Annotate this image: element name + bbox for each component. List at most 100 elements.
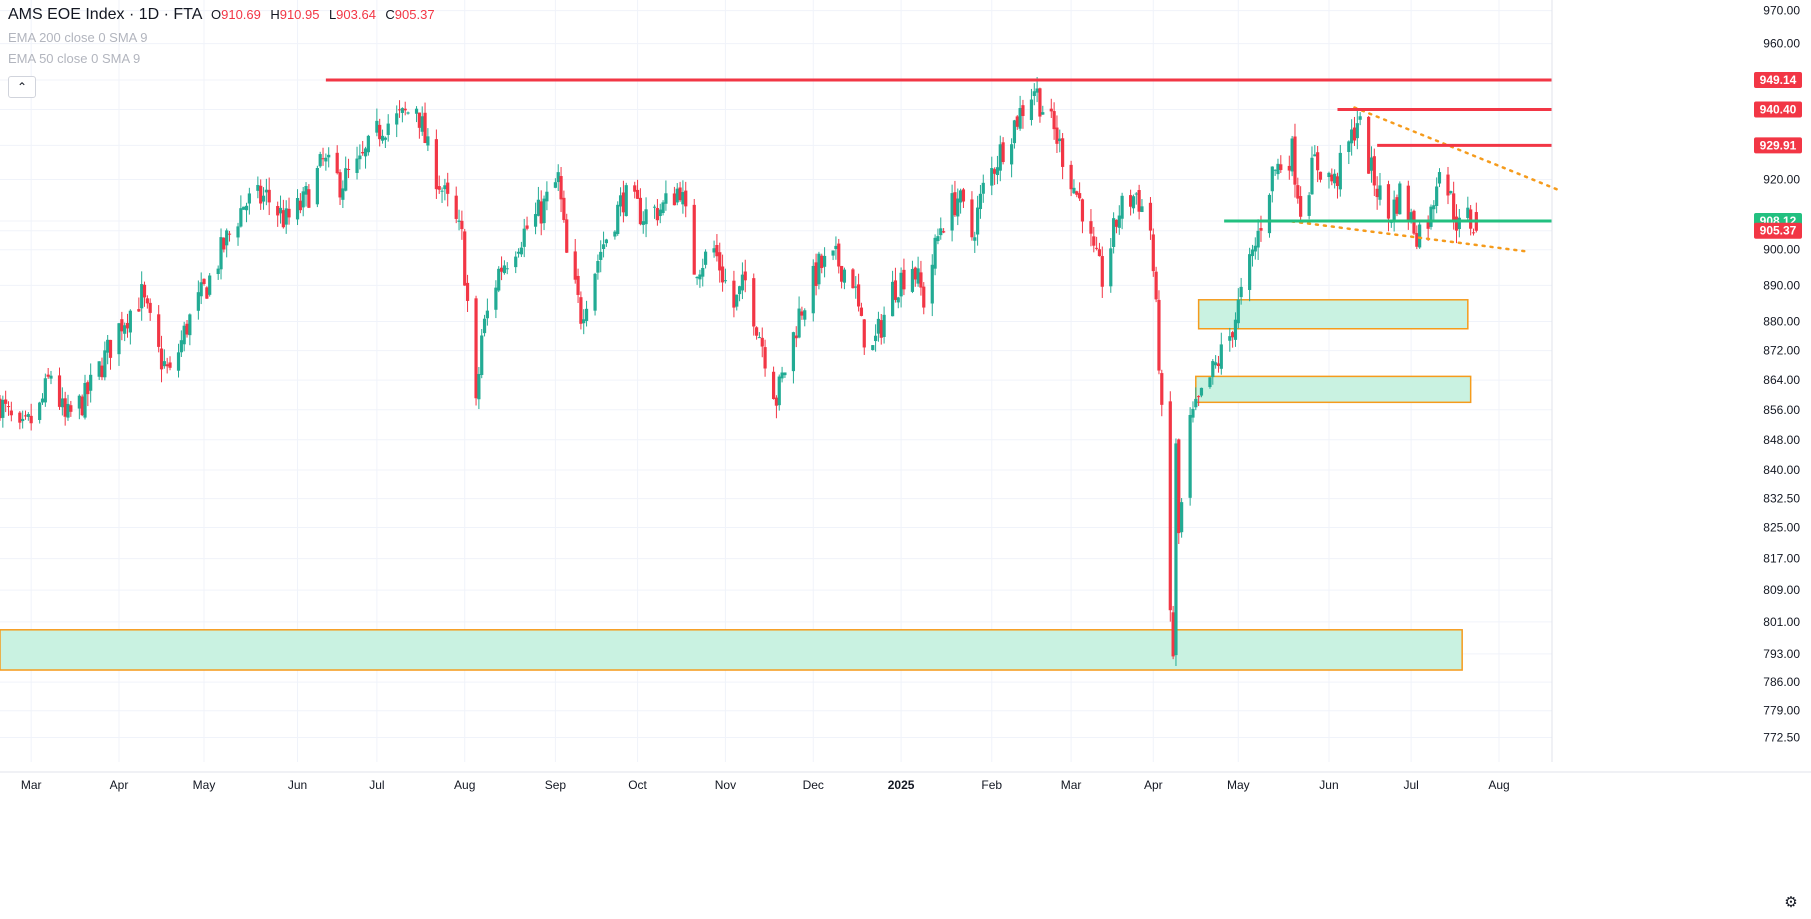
candle — [703, 249, 708, 269]
candle-body — [851, 269, 855, 289]
candle — [1208, 377, 1212, 389]
candle — [46, 367, 50, 379]
candle-body — [842, 269, 847, 283]
candle-body — [913, 267, 917, 280]
candle-body — [281, 210, 285, 228]
candle — [1327, 171, 1331, 189]
candle-body — [601, 244, 606, 250]
candle — [754, 326, 759, 340]
price-tick-label: 832.50 — [1763, 492, 1800, 506]
chevron-up-icon[interactable]: ⌃ — [8, 76, 36, 98]
candle-body — [261, 195, 266, 202]
candle-body — [26, 414, 30, 417]
candle-body — [1228, 336, 1232, 341]
candle — [1307, 192, 1311, 220]
candle-body — [188, 314, 192, 336]
candle — [1437, 168, 1442, 188]
candle — [505, 262, 509, 275]
candle-body — [771, 371, 776, 400]
candle — [871, 345, 875, 351]
candle — [797, 296, 801, 339]
candle-body — [1049, 108, 1053, 112]
candle-body — [930, 264, 934, 304]
candle — [740, 262, 745, 300]
candle — [434, 129, 438, 199]
candle — [1214, 355, 1218, 369]
candle-body — [89, 374, 93, 391]
candle — [142, 281, 147, 307]
candle — [239, 195, 243, 228]
candle-body — [1392, 199, 1396, 223]
candle — [327, 147, 331, 168]
candle-body — [485, 310, 489, 319]
candle-body — [1154, 271, 1158, 300]
price-badge-label: 905.37 — [1760, 224, 1797, 238]
candle-body — [1208, 377, 1212, 388]
candle-body — [1290, 138, 1294, 172]
indicator-ema200[interactable]: EMA 200 close 0 SMA 9 — [8, 30, 148, 45]
candle — [97, 361, 101, 380]
candle — [718, 242, 722, 283]
candle-body — [460, 220, 464, 230]
candle-body — [956, 198, 960, 217]
candle — [950, 184, 954, 242]
gear-icon[interactable]: ⚙ — [1784, 894, 1798, 911]
candle — [859, 302, 864, 317]
candle — [579, 291, 583, 330]
candle-body — [208, 275, 212, 295]
candle-body — [1248, 254, 1252, 290]
candle — [678, 181, 682, 202]
candle-body — [664, 193, 668, 204]
candle — [1392, 190, 1396, 232]
candle — [1131, 194, 1136, 214]
candle — [40, 393, 45, 405]
symbol-row: AMS EOE Index · 1D · FTA O910.69 H910.95… — [8, 6, 435, 24]
candle-body — [125, 322, 130, 329]
candle — [355, 146, 359, 180]
candle — [100, 357, 104, 381]
candle-body — [1457, 217, 1461, 230]
candle — [225, 228, 229, 258]
candle — [1239, 277, 1243, 305]
candle — [1429, 204, 1433, 230]
candle — [1097, 242, 1102, 257]
candle — [539, 190, 543, 236]
candle-body — [1469, 209, 1473, 229]
candle-body — [247, 193, 251, 204]
candle-body — [774, 397, 779, 406]
candle — [814, 253, 818, 296]
candle-body — [120, 319, 124, 332]
candle — [780, 366, 784, 383]
candle-body — [973, 237, 977, 241]
candle — [672, 186, 677, 206]
candle — [321, 147, 325, 166]
candle-body — [1273, 169, 1277, 171]
candle-body — [264, 189, 268, 193]
candle — [1211, 359, 1215, 385]
candle-body — [1233, 319, 1238, 340]
candle-body — [443, 185, 447, 190]
candle — [553, 178, 557, 189]
candle — [480, 329, 484, 379]
candle-body — [604, 239, 608, 244]
candle-body — [720, 266, 725, 283]
candle-body — [1452, 193, 1456, 220]
candle — [1015, 115, 1019, 130]
candle — [893, 267, 898, 303]
candle — [837, 238, 841, 274]
candle-body — [162, 361, 166, 367]
candle-body — [176, 352, 181, 371]
candle-body — [1446, 174, 1450, 196]
candle-body — [754, 327, 759, 336]
candle-body — [718, 252, 722, 271]
candle — [465, 274, 470, 312]
candle-body — [890, 281, 895, 317]
candle — [1041, 105, 1045, 115]
candle-body — [1100, 256, 1104, 287]
price-badge-bg — [1754, 71, 1802, 88]
candle — [406, 111, 410, 115]
candle — [913, 266, 917, 287]
indicator-ema50[interactable]: EMA 50 close 0 SMA 9 — [8, 51, 141, 66]
symbol-title[interactable]: AMS EOE Index · 1D · FTA — [8, 6, 202, 23]
